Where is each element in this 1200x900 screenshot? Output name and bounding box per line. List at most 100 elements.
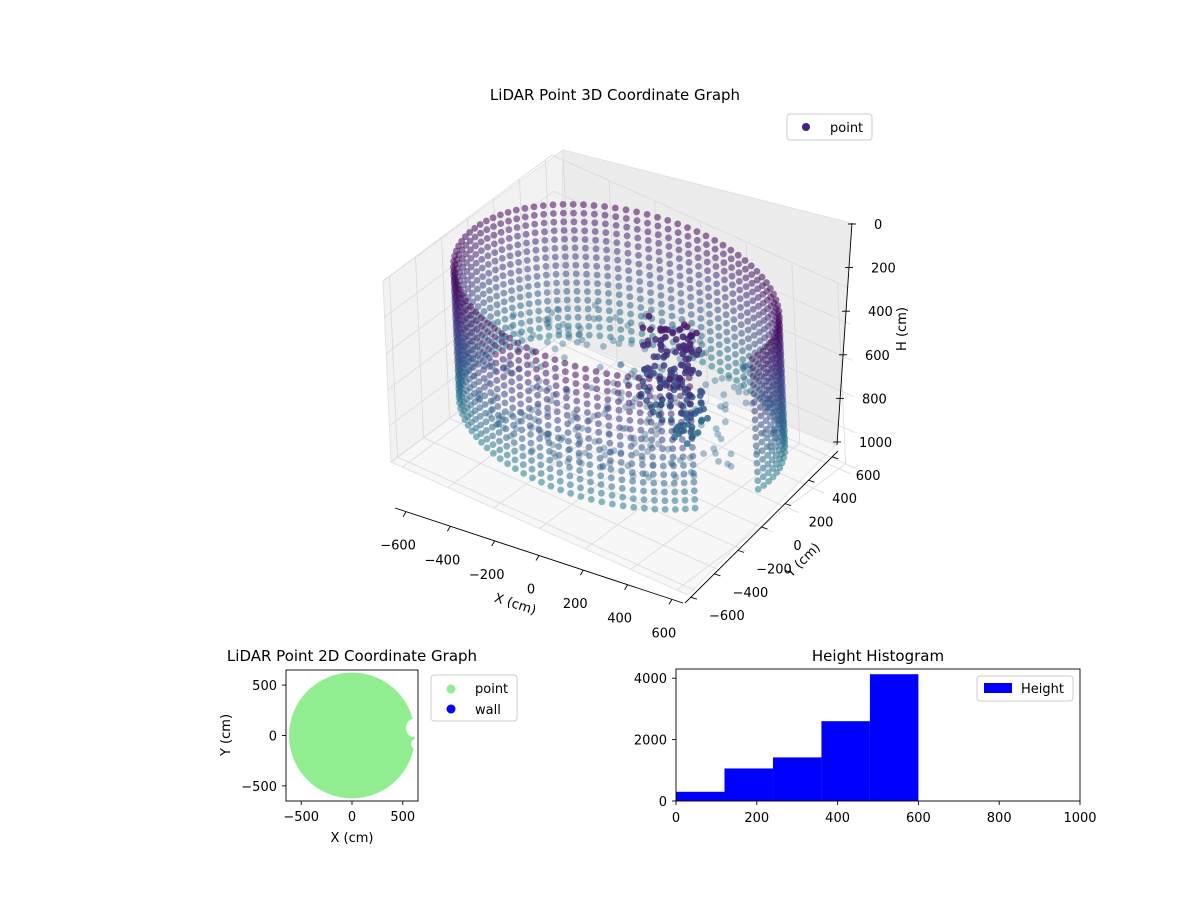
data-point-3d: [453, 280, 461, 288]
data-point-3d: [743, 291, 750, 299]
data-point-3d: [562, 261, 570, 269]
data-point-3d: [710, 445, 718, 452]
data-point-3d: [667, 401, 675, 409]
data-point-3d: [525, 291, 533, 299]
data-point-3d: [481, 392, 489, 400]
data-point-3d: [617, 450, 625, 458]
data-point-3d: [684, 224, 691, 232]
data-point-3d: [479, 281, 487, 289]
data-point-3d: [645, 245, 652, 253]
data-point-3d: [522, 230, 530, 238]
data-point-3d: [618, 476, 626, 484]
data-point-3d: [663, 348, 671, 356]
x-tick-label-histogram: 200: [744, 811, 769, 826]
data-point-3d: [472, 259, 480, 267]
data-point-3d: [706, 319, 714, 327]
data-point-3d: [645, 254, 653, 262]
data-point-3d: [499, 272, 507, 280]
data-point-3d: [561, 359, 569, 367]
data-point-3d: [715, 323, 722, 331]
data-point-3d: [634, 234, 642, 242]
data-point-3d: [659, 453, 667, 461]
data-point-3d: [572, 270, 580, 278]
data-point-3d: [484, 328, 492, 336]
data-point-3d: [475, 386, 483, 394]
data-point-3d: [627, 434, 635, 442]
data-point-3d: [668, 303, 675, 311]
data-point-3d: [583, 270, 590, 278]
data-point-3d: [607, 333, 614, 341]
data-point-3d: [759, 347, 767, 355]
data-point-3d: [613, 372, 621, 379]
data-point-3d: [576, 458, 583, 466]
data-point-3d: [702, 232, 710, 240]
data-point-3d: [664, 225, 672, 233]
data-point-3d: [551, 364, 559, 372]
data-point-3d: [759, 464, 767, 472]
data-point-3d: [574, 414, 581, 422]
data-point-3d: [555, 327, 563, 335]
data-point-3d: [635, 374, 642, 382]
region-gap-2: [411, 739, 418, 749]
data-point-3d: [485, 337, 492, 344]
data-point-3d: [649, 453, 656, 461]
data-point-3d: [612, 314, 619, 321]
data-point-3d: [583, 341, 591, 348]
data-point-3d: [507, 324, 515, 331]
data-point-3d: [563, 287, 571, 295]
data-point-3d: [637, 426, 645, 434]
data-point-3d: [491, 257, 499, 265]
data-point-3d: [509, 321, 517, 329]
data-point-3d: [500, 373, 508, 381]
data-point-3d: [530, 203, 538, 211]
data-point-3d: [759, 473, 767, 481]
data-point-3d: [651, 394, 659, 402]
x-tick-label-3d: 0: [527, 583, 535, 598]
data-point-3d: [517, 400, 524, 408]
data-point-3d: [555, 323, 562, 330]
data-point-3d: [593, 262, 601, 270]
data-point-3d: [509, 404, 517, 412]
data-point-3d: [584, 296, 592, 304]
y-tick-3d: [784, 503, 792, 507]
x-tick-3d: [624, 584, 629, 590]
data-point-3d: [554, 305, 561, 313]
data-point-3d: [698, 388, 706, 396]
data-point-3d: [608, 483, 616, 490]
data-point-3d: [649, 470, 657, 478]
data-point-3d: [563, 296, 571, 304]
data-point-3d: [494, 403, 502, 410]
data-point-3d: [652, 336, 659, 343]
data-point-3d: [713, 280, 720, 288]
data-point-3d: [542, 369, 550, 377]
data-point-3d: [574, 313, 582, 321]
data-point-3d: [582, 253, 590, 261]
data-point-3d: [756, 395, 764, 402]
data-point-3d: [666, 269, 674, 276]
data-point-3d: [761, 382, 768, 390]
data-point-3d: [479, 357, 487, 365]
data-point-3d: [501, 307, 508, 314]
data-point-3d: [539, 202, 547, 210]
data-point-3d: [544, 422, 552, 429]
data-point-3d: [584, 409, 591, 416]
data-point-3d: [581, 236, 589, 243]
data-point-3d: [583, 391, 591, 399]
data-point-3d: [615, 274, 622, 281]
data-point-3d: [671, 488, 679, 496]
legend-2d-label-wall: wall: [475, 703, 501, 718]
data-point-3d: [747, 262, 755, 270]
data-point-3d: [562, 270, 570, 278]
data-point-3d: [584, 305, 592, 313]
data-point-3d: [617, 334, 625, 342]
data-point-3d: [603, 370, 611, 378]
data-point-3d: [645, 375, 653, 383]
histogram-bar: [676, 791, 725, 801]
data-point-3d: [769, 373, 776, 381]
data-point-3d: [524, 274, 532, 282]
data-point-3d: [507, 278, 515, 286]
data-point-3d: [476, 221, 484, 228]
y-tick-label-3d: 200: [809, 516, 834, 531]
data-point-3d: [515, 267, 523, 275]
data-point-3d: [647, 297, 655, 305]
